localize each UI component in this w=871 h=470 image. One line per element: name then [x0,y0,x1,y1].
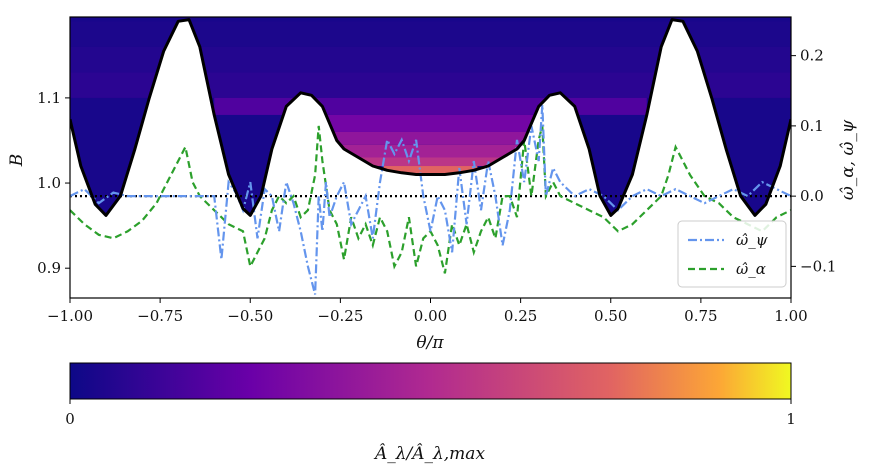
legend-label-omega-psi: ω̂_ψ [736,231,768,249]
b-curve-fill [70,19,791,298]
x-tick-label: 0.75 [684,307,717,325]
series-b-line [70,18,791,217]
heatmap-band [214,97,647,115]
heatmap-band [293,114,568,132]
x-tick-label: 1.00 [774,307,807,325]
series-lines [70,18,791,295]
y-axis-right-label: ω̂_α, ω̂_ψ [838,119,858,200]
colorbar-label: Â_λ/Â_λ,max [373,443,485,464]
axis-ticks: −1.00 −0.75 −0.50 −0.25 0.00 0.25 0.50 0.75 1.00… [37,47,836,325]
heatmap-band [383,166,478,177]
legend-box [677,220,787,288]
colorbar-tick-label-1: 1 [786,410,796,428]
x-tick-label: −0.50 [227,307,273,325]
heatmap-band [322,131,539,145]
colorbar-tick-label-0: 0 [65,410,75,428]
y-left-tick-label: 1.0 [37,174,61,192]
colorbar: 0 1 Â_λ/Â_λ,max [65,362,796,464]
series-omega-alpha-line [70,125,791,274]
plot-area [69,16,792,299]
y-right-tick-label: 0.1 [800,117,824,135]
y-right-tick-label: 0.0 [800,187,824,205]
colorbar-gradient [69,362,792,400]
x-tick-label: −0.75 [137,307,183,325]
legend: ω̂_ψ ω̂_α [677,220,787,288]
y-left-tick-label: 0.9 [37,259,61,277]
x-tick-label: −1.00 [47,307,93,325]
x-tick-label: 0.00 [414,307,447,325]
legend-label-omega-alpha: ω̂_α [736,260,766,278]
x-axis-label: θ/π [416,333,444,353]
x-tick-label: −0.25 [317,307,363,325]
x-tick-label: 0.25 [504,307,537,325]
heatmap-band [340,144,521,158]
y-axis-left-label: B [7,154,27,168]
x-tick-label: 0.50 [594,307,627,325]
y-left-tick-label: 1.1 [37,89,61,107]
heatmap-band [358,157,503,167]
y-right-tick-label: 0.2 [800,47,824,65]
y-right-tick-label: −0.1 [800,257,836,275]
